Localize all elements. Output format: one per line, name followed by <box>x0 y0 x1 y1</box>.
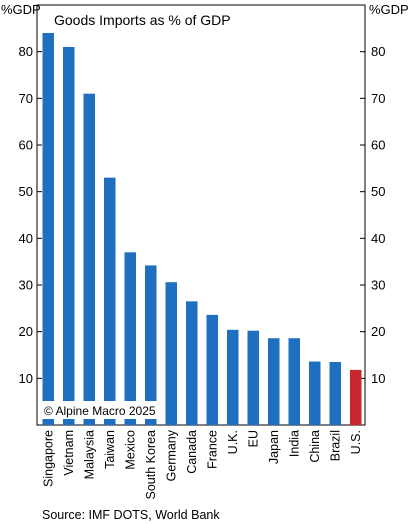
category-label: Germany <box>164 429 178 481</box>
bar-brazil <box>329 362 341 425</box>
right-tick-label: 60 <box>371 138 385 153</box>
category-label: Singapore <box>41 430 55 487</box>
copyright-annotation: © Alpine Macro 2025 <box>44 404 156 418</box>
bar-vietnam <box>63 47 75 425</box>
annotation-background <box>40 401 158 419</box>
left-tick-label: 20 <box>19 324 33 339</box>
right-tick-label: 50 <box>371 184 385 199</box>
category-label: Malaysia <box>82 430 96 479</box>
bar-singapore <box>42 33 54 425</box>
left-tick-label: 50 <box>19 184 33 199</box>
right-tick-label: 80 <box>371 44 385 59</box>
bar-u-k <box>227 329 239 425</box>
left-tick-label: 30 <box>19 278 33 293</box>
bar-japan <box>268 338 280 425</box>
right-axis-ticks: 10 20 30 40 50 60 70 80 <box>360 44 385 386</box>
bar-taiwan <box>104 177 116 425</box>
right-tick-label: 10 <box>371 371 385 386</box>
category-label: France <box>205 430 219 469</box>
category-label: Vietnam <box>62 430 76 476</box>
category-label: China <box>308 430 322 463</box>
left-axis-ticks: 10 20 30 40 50 60 70 80 <box>19 44 42 386</box>
right-tick-label: 70 <box>371 91 385 106</box>
category-label: U.K. <box>226 430 240 454</box>
source-note: Source: IMF DOTS, World Bank <box>42 508 220 522</box>
left-tick-label: 60 <box>19 138 33 153</box>
bars <box>42 33 362 426</box>
left-tick-label: 80 <box>19 44 33 59</box>
left-tick-label: 40 <box>19 231 33 246</box>
right-axis-unit: %GDP <box>369 2 409 17</box>
chart-title: Goods Imports as % of GDP <box>54 12 231 28</box>
right-tick-label: 20 <box>371 324 385 339</box>
bar-eu <box>247 330 259 425</box>
left-axis-unit: %GDP <box>1 2 41 17</box>
category-label: EU <box>246 430 260 447</box>
category-label: India <box>287 430 301 457</box>
bar-mexico <box>124 252 136 425</box>
plot-frame <box>36 4 366 426</box>
right-tick-label: 30 <box>371 278 385 293</box>
left-tick-label: 10 <box>19 371 33 386</box>
bar-malaysia <box>83 93 95 426</box>
category-label: Brazil <box>328 430 342 461</box>
category-label: Taiwan <box>103 430 117 469</box>
bar-canada <box>186 301 198 425</box>
bar-china <box>309 361 321 425</box>
category-label: Mexico <box>123 430 137 470</box>
bar-south-korea <box>145 265 157 425</box>
right-tick-label: 40 <box>371 231 385 246</box>
category-labels: Singapore Vietnam Malaysia Taiwan Mexico Sout… <box>41 429 363 499</box>
bar-india <box>288 338 300 425</box>
category-label: Japan <box>267 430 281 464</box>
category-label: U.S. <box>349 430 363 454</box>
category-label: South Korea <box>144 430 158 500</box>
bar-u-s <box>350 369 362 425</box>
left-tick-label: 70 <box>19 91 33 106</box>
bar-france <box>206 314 218 425</box>
bar-germany <box>165 282 177 425</box>
category-label: Canada <box>185 430 199 474</box>
